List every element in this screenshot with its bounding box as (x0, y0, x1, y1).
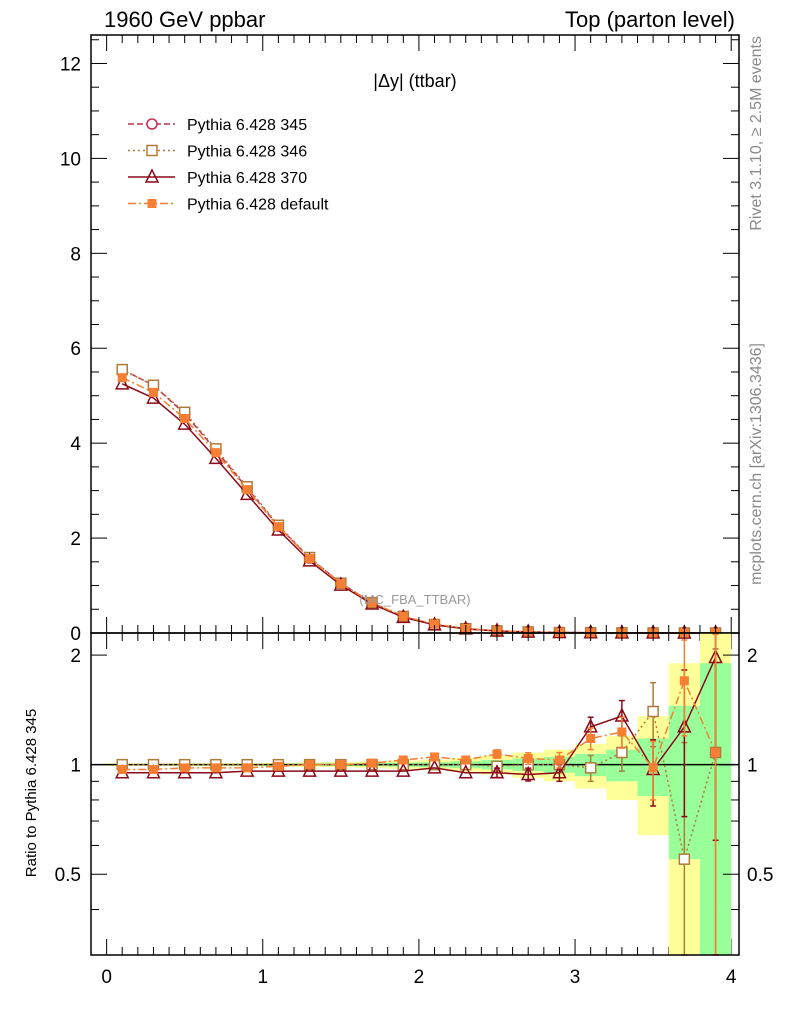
x-tick-label: 0 (101, 967, 112, 988)
data-point (273, 522, 283, 532)
legend: Pythia 6.428 345 Pythia 6.428 346 Pythia 6… (128, 117, 329, 214)
ratio-point (333, 762, 349, 777)
ratio-point (117, 764, 127, 774)
ratio-point (554, 755, 564, 765)
legend-entry: Pythia 6.428 default (187, 197, 329, 214)
data-point (116, 363, 128, 376)
ratio-point (458, 764, 473, 779)
ratio-point (520, 765, 536, 781)
y-tick-label: 4 (70, 434, 81, 455)
ratio-y-tick-label: 0.5 (55, 865, 81, 886)
ratio-point (180, 763, 190, 773)
header-left-title: 1960 GeV ppbar (104, 7, 265, 32)
ratio-y-label: Ratio to Pythia 6.428 345 (23, 709, 40, 877)
ratio-point (305, 760, 315, 770)
analysis-watermark: (MC_FBA_TTBAR) (359, 592, 470, 607)
y-tick-label: 12 (60, 54, 81, 75)
ratio-marks (115, 632, 723, 956)
legend-entry: Pythia 6.428 346 (187, 144, 307, 161)
data-point (367, 598, 377, 608)
ratio-point (679, 676, 689, 686)
data-point (208, 449, 224, 465)
ratio-point (242, 763, 252, 773)
data-point (336, 579, 346, 589)
legend-marker (147, 199, 157, 208)
ratio-point (336, 760, 346, 770)
ratio-line-2 (122, 678, 717, 771)
ratio-point (647, 705, 659, 718)
x-tick-label: 4 (726, 967, 737, 988)
ratio-point (364, 762, 380, 777)
data-point (148, 387, 158, 397)
ratio-point (211, 763, 221, 773)
y-tick-label: 0 (70, 624, 81, 645)
x-axis: 0 1 2 3 4 (101, 967, 737, 988)
ratio-point (586, 734, 596, 744)
x-tick-label: 3 (570, 967, 581, 988)
legend-marker (146, 118, 158, 130)
ratio-panel: 0.5 0.5 1 1 2 2 0 1 2 3 4 Ratio to Pythia 6.428 3… (23, 632, 773, 988)
ratio-point (552, 764, 567, 779)
ratio-y-tick-label: 1 (70, 756, 81, 777)
ratio-point (489, 764, 505, 779)
ratio-point (148, 764, 158, 774)
data-point (242, 485, 252, 495)
rivet-version-label: Rivet 3.1.10, ≥ 2.5M events (748, 36, 765, 231)
data-point (177, 415, 192, 430)
data-point (398, 611, 408, 621)
ratio-point (648, 763, 658, 773)
data-point (305, 553, 315, 563)
ratio-point (461, 755, 471, 765)
ratio-point (492, 749, 502, 759)
ratio-y-tick-label-right: 1 (747, 756, 758, 777)
data-point (146, 389, 161, 404)
ratio-line-0 (122, 709, 717, 860)
ratio-point (396, 762, 411, 777)
ratio-y-tick-label: 2 (70, 646, 81, 667)
legend-marker (144, 168, 160, 183)
x-tick-label: 2 (414, 967, 425, 988)
ratio-point (430, 752, 440, 762)
data-point (115, 375, 130, 390)
plot-title: |Δy| (ttbar) (373, 71, 456, 91)
ratio-point (523, 753, 533, 763)
data-point (117, 373, 127, 383)
ratio-point (584, 762, 597, 774)
y-tick-label: 8 (70, 244, 81, 265)
ratio-point (273, 761, 283, 771)
legend-entry: Pythia 6.428 370 (187, 170, 307, 187)
ratio-point (367, 758, 377, 768)
legend-entry: Pythia 6.428 345 (187, 117, 307, 134)
ratio-y-tick-label-right: 0.5 (747, 865, 773, 886)
y-tick-label: 10 (60, 149, 81, 170)
y-tick-label: 6 (70, 339, 81, 360)
y-tick-label: 2 (70, 529, 81, 550)
legend-marker (146, 144, 158, 157)
data-point (180, 413, 190, 423)
ratio-point (427, 759, 442, 774)
ratio-point (616, 746, 628, 759)
ratio-point (302, 762, 317, 777)
ratio-uncertainty-bands (91, 633, 739, 955)
ratio-point (678, 853, 691, 865)
ratio-point (711, 748, 721, 758)
ratio-y-axis: 0.5 0.5 1 1 2 2 (55, 646, 773, 956)
mcplots-label: mcplots.cern.ch [arXiv:1306.3436] (748, 343, 765, 585)
x-tick-label: 1 (257, 967, 268, 988)
data-point (211, 448, 221, 458)
ratio-point (617, 727, 627, 737)
ratio-point (398, 755, 408, 765)
ratio-frame (90, 632, 740, 956)
header-right-title: Top (parton level) (565, 7, 735, 32)
ratio-y-tick-label-right: 2 (747, 646, 758, 667)
